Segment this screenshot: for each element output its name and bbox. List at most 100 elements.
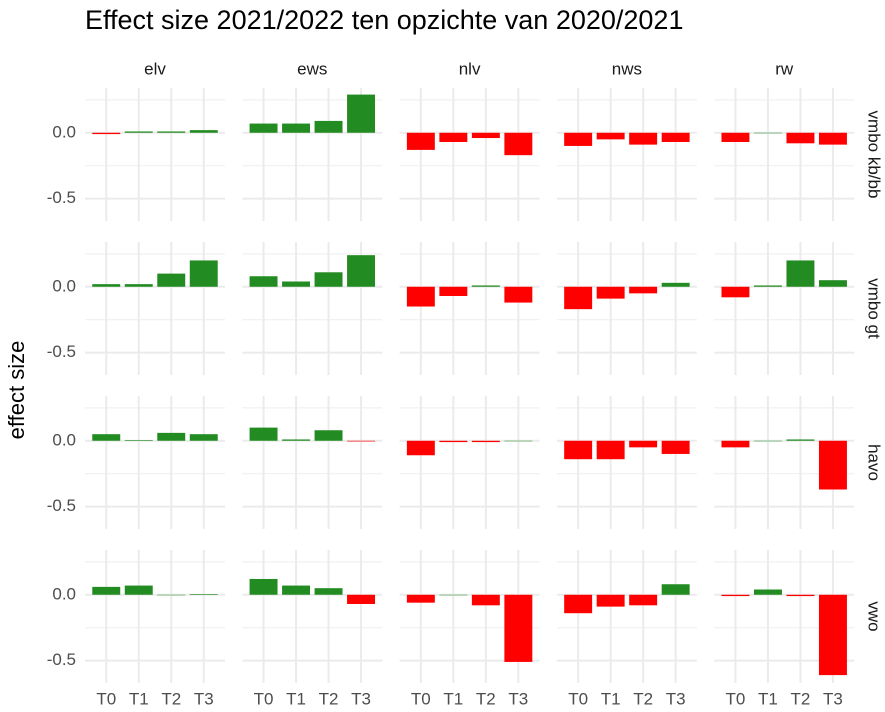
bar — [249, 276, 278, 287]
bar — [189, 260, 218, 287]
column-strip-label: nlv — [459, 59, 481, 78]
bar — [347, 594, 376, 604]
x-tick-label: T1 — [601, 689, 621, 708]
bar — [564, 286, 593, 310]
bar — [753, 589, 782, 595]
y-tick-label: -0.5 — [47, 496, 76, 515]
bar — [504, 132, 533, 156]
bar — [249, 123, 278, 133]
bar — [629, 594, 658, 606]
bar — [753, 285, 782, 287]
bar — [314, 120, 343, 133]
bar — [818, 440, 847, 490]
bar — [282, 585, 311, 595]
bar — [439, 286, 468, 296]
bar — [189, 130, 218, 133]
x-tick-label: T1 — [443, 689, 463, 708]
row-strip-label: vwo — [865, 601, 884, 631]
x-tick-label: T2 — [161, 689, 181, 708]
x-tick-label: T1 — [286, 689, 306, 708]
row-strip-label: vmbo gt — [865, 278, 884, 339]
bar — [753, 132, 782, 134]
bar — [157, 273, 186, 287]
bar — [157, 594, 186, 596]
bar — [471, 132, 500, 139]
bar — [347, 440, 376, 442]
x-tick-label: T3 — [823, 689, 843, 708]
bar — [92, 586, 121, 595]
x-tick-label: T1 — [758, 689, 778, 708]
bar — [124, 284, 153, 287]
bar — [124, 585, 153, 595]
x-tick-label: T3 — [666, 689, 686, 708]
y-tick-label: 0.0 — [52, 584, 76, 603]
x-tick-label: T2 — [633, 689, 653, 708]
bar — [629, 286, 658, 294]
bar — [406, 440, 435, 456]
bar — [786, 132, 815, 144]
bar — [249, 427, 278, 441]
bar — [786, 260, 815, 287]
bar — [124, 131, 153, 133]
bar — [661, 584, 690, 595]
x-tick-label: T0 — [411, 689, 431, 708]
x-tick-label: T1 — [129, 689, 149, 708]
bar — [314, 430, 343, 441]
bar — [721, 132, 750, 142]
x-tick-label: T0 — [568, 689, 588, 708]
bar — [406, 594, 435, 603]
bar — [347, 255, 376, 287]
bar — [786, 439, 815, 441]
bar — [189, 434, 218, 441]
bar — [504, 286, 533, 303]
x-tick-label: T0 — [96, 689, 116, 708]
bar — [596, 286, 625, 299]
bar — [564, 132, 593, 146]
bar — [818, 132, 847, 145]
x-tick-label: T0 — [726, 689, 746, 708]
bar — [314, 272, 343, 287]
bar — [92, 132, 121, 135]
bar — [564, 594, 593, 614]
column-strip-label: ews — [297, 59, 327, 78]
x-tick-label: T2 — [791, 689, 811, 708]
bar — [282, 123, 311, 133]
bar — [629, 132, 658, 145]
bar — [786, 594, 815, 597]
bar — [314, 588, 343, 595]
bar — [439, 132, 468, 142]
column-strip-label: rw — [775, 59, 794, 78]
bar — [439, 594, 468, 596]
bar — [629, 440, 658, 448]
row-strip-label: havo — [865, 444, 884, 481]
y-tick-label: 0.0 — [52, 276, 76, 295]
bar — [661, 132, 690, 142]
column-strip-label: nws — [612, 59, 642, 78]
bar — [596, 132, 625, 140]
bar — [92, 434, 121, 441]
y-tick-label: 0.0 — [52, 122, 76, 141]
x-tick-label: T3 — [194, 689, 214, 708]
bar — [439, 440, 468, 443]
row-strip-label: vmbo kb/bb — [865, 111, 884, 199]
bar — [818, 594, 847, 676]
bar — [92, 284, 121, 287]
bar — [504, 594, 533, 662]
bar — [818, 280, 847, 287]
bar — [282, 281, 311, 287]
bar — [661, 440, 690, 454]
bar — [406, 286, 435, 307]
bar — [157, 131, 186, 133]
chart-title: Effect size 2021/2022 ten opzichte van 2… — [85, 5, 683, 35]
bar — [753, 440, 782, 442]
bar — [564, 440, 593, 460]
y-tick-label: -0.5 — [47, 188, 76, 207]
bar — [504, 440, 533, 442]
column-strip-label: elv — [144, 59, 166, 78]
x-tick-label: T0 — [254, 689, 274, 708]
y-tick-label: -0.5 — [47, 342, 76, 361]
bar — [189, 594, 218, 595]
bar — [406, 132, 435, 150]
bar — [471, 285, 500, 287]
